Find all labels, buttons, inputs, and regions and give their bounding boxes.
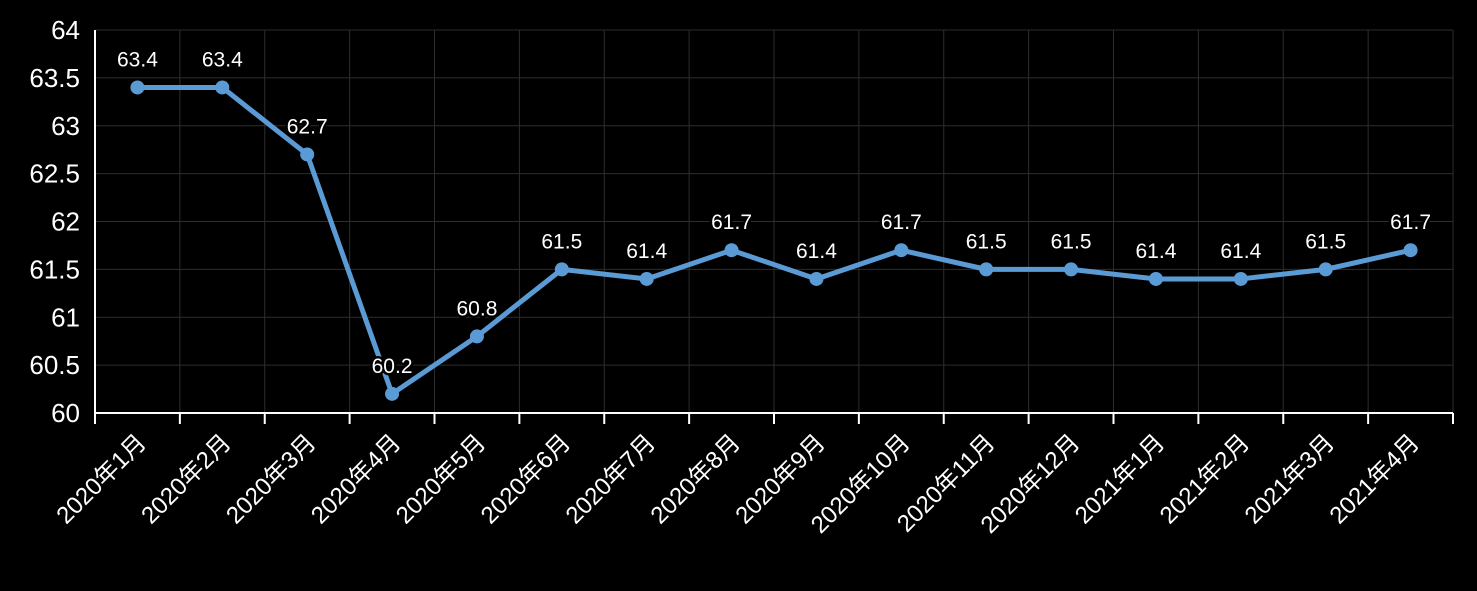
data-point-label: 61.4 — [796, 240, 837, 263]
data-point-marker — [639, 271, 654, 286]
data-point-label: 61.5 — [541, 230, 582, 253]
data-point-marker — [1403, 243, 1418, 258]
data-point-marker — [724, 243, 739, 258]
data-point-label: 61.5 — [966, 230, 1007, 253]
y-axis-tick-label: 60 — [51, 398, 80, 428]
data-point-label: 61.5 — [1051, 230, 1092, 253]
data-point-marker — [215, 80, 230, 95]
data-point-marker — [554, 262, 569, 277]
y-axis-tick-label: 63.5 — [29, 63, 80, 93]
data-point-marker — [1148, 271, 1163, 286]
data-point-label: 60.2 — [372, 355, 413, 378]
y-axis-tick-label: 62.5 — [29, 159, 80, 189]
data-point-marker — [809, 271, 824, 286]
data-point-label: 61.5 — [1305, 230, 1346, 253]
data-point-label: 61.7 — [881, 211, 922, 234]
data-point-label: 60.8 — [457, 297, 498, 320]
data-point-marker — [979, 262, 994, 277]
data-point-marker — [130, 80, 145, 95]
data-point-label: 63.4 — [202, 48, 243, 71]
y-axis-tick-label: 63 — [51, 111, 80, 141]
y-axis-tick-label: 64 — [51, 15, 80, 45]
y-axis-tick-label: 61.5 — [29, 254, 80, 284]
y-axis-tick-label: 62 — [51, 207, 80, 237]
data-point-label: 62.7 — [287, 115, 328, 138]
data-point-marker — [1064, 262, 1079, 277]
data-point-label: 61.4 — [1220, 240, 1261, 263]
data-point-marker — [1318, 262, 1333, 277]
series-line — [134, 84, 1414, 397]
data-point-label: 63.4 — [117, 48, 158, 71]
y-axis-tick-label: 61 — [51, 302, 80, 332]
data-point-marker — [1233, 271, 1248, 286]
y-axis-tick-label: 60.5 — [29, 350, 80, 380]
data-point-marker — [469, 329, 484, 344]
data-point-marker — [894, 243, 909, 258]
data-point-label: 61.4 — [1136, 240, 1177, 263]
data-point-marker — [300, 147, 315, 162]
data-point-label: 61.7 — [1390, 211, 1431, 234]
data-point-marker — [385, 386, 400, 401]
data-point-label: 61.7 — [711, 211, 752, 234]
data-point-label: 61.4 — [626, 240, 667, 263]
